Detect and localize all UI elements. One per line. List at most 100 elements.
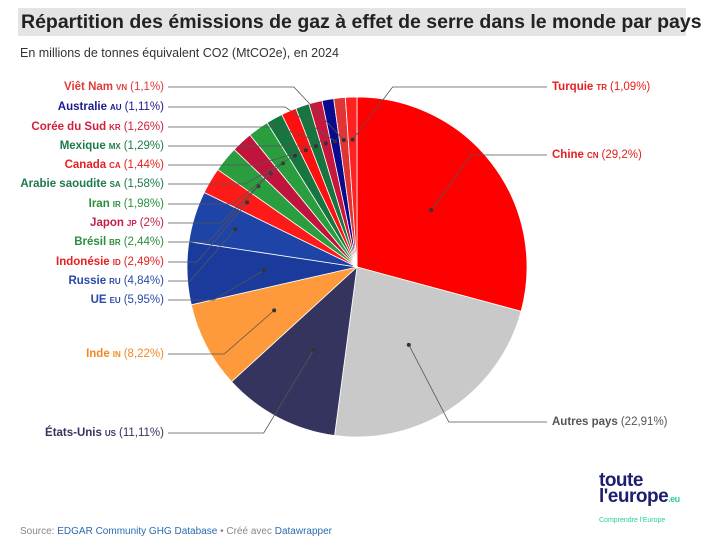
slice-label-value: (2,44%) bbox=[123, 236, 164, 248]
source-link[interactable]: EDGAR Community GHG Database bbox=[57, 526, 218, 537]
logo-suffix: .eu bbox=[668, 494, 680, 504]
logo-line2: l'europe bbox=[599, 486, 669, 507]
slice-label-name: Russie bbox=[68, 275, 107, 287]
slice-label-code: EU bbox=[109, 296, 121, 305]
slice-label: Russie RU (4,84%) bbox=[68, 274, 164, 289]
slice-label: Chine CN (29,2%) bbox=[552, 148, 642, 163]
slice-label-code: IN bbox=[112, 350, 121, 359]
leader-line bbox=[168, 270, 264, 301]
logo-tagline: Comprendre l'Europe bbox=[599, 517, 666, 524]
slice-label-value: (2%) bbox=[139, 217, 164, 229]
slice-label-value: (8,22%) bbox=[123, 348, 164, 360]
leader-dot bbox=[406, 342, 411, 347]
slice-label-code: JP bbox=[126, 219, 137, 228]
leader-dot bbox=[293, 153, 298, 158]
leader-line bbox=[168, 172, 271, 224]
slice-label-code: SA bbox=[109, 180, 121, 189]
leader-line bbox=[352, 86, 547, 140]
source-prefix: Source: bbox=[20, 526, 58, 537]
slice-label-code: CN bbox=[586, 151, 599, 160]
slice-label-code: AU bbox=[110, 103, 122, 112]
slice-label-name: Iran bbox=[88, 198, 110, 210]
leader-line bbox=[168, 149, 306, 166]
slice-label-code: CA bbox=[109, 161, 121, 170]
pie-slice-cn[interactable] bbox=[356, 96, 528, 312]
leader-line bbox=[168, 310, 275, 355]
slice-label-name: Turquie bbox=[552, 81, 594, 93]
slice-label-value: (1,58%) bbox=[123, 178, 164, 190]
slice-label: Australie AU (1,11%) bbox=[58, 100, 164, 115]
slice-label-name: Brésil bbox=[74, 236, 107, 248]
pie-slice-autres[interactable] bbox=[334, 266, 522, 438]
slice-label: Turquie TR (1,09%) bbox=[552, 80, 650, 95]
slice-label: UE EU (5,95%) bbox=[91, 293, 164, 308]
chart-subtitle: En millions de tonnes équivalent CO2 (Mt… bbox=[20, 46, 339, 60]
slice-label-value: (11,11%) bbox=[119, 427, 164, 439]
slice-label: Canada CA (1,44%) bbox=[65, 158, 164, 173]
slice-label: Corée du Sud KR (1,26%) bbox=[31, 120, 164, 135]
slice-label-code: RU bbox=[109, 277, 121, 286]
slice-label-name: Canada bbox=[64, 159, 107, 171]
leader-line bbox=[430, 154, 547, 211]
slice-label-value: (22,91%) bbox=[620, 416, 668, 428]
slice-label: Iran IR (1,98%) bbox=[89, 197, 164, 212]
leader-line bbox=[168, 185, 259, 243]
slice-label-value: (1,29%) bbox=[123, 140, 164, 152]
leader-dot bbox=[323, 141, 328, 146]
leader-line bbox=[168, 162, 284, 205]
slice-label-value: (1,98%) bbox=[123, 198, 164, 210]
leader-line bbox=[168, 106, 336, 142]
slice-label: États-Unis US (11,11%) bbox=[45, 426, 164, 441]
leader-line bbox=[408, 344, 547, 423]
chart-title: Répartition des émissions de gaz à effet… bbox=[18, 8, 702, 36]
slice-label-value: (2,49%) bbox=[123, 256, 164, 268]
datawrapper-link[interactable]: Datawrapper bbox=[274, 526, 332, 537]
slice-label-code: VN bbox=[116, 83, 128, 92]
slice-label: Inde IN (8,22%) bbox=[86, 347, 164, 362]
slice-label-code: ID bbox=[112, 258, 121, 267]
slice-label: Mexique MX (1,29%) bbox=[60, 139, 164, 154]
slice-label-value: (1,44%) bbox=[123, 159, 164, 171]
leader-line bbox=[168, 349, 315, 434]
slice-label-code: US bbox=[104, 429, 117, 438]
leader-line bbox=[168, 202, 248, 263]
slice-label-name: Inde bbox=[86, 348, 110, 360]
slice-label-code: BR bbox=[109, 238, 121, 247]
slice-label-name: Chine bbox=[552, 149, 584, 161]
toute-leurope-logo: toute l'europe.eu Comprendre l'Europe bbox=[599, 470, 680, 529]
slice-label-name: Mexique bbox=[59, 140, 106, 152]
slice-label-name: Arabie saoudite bbox=[20, 178, 107, 190]
leader-dot bbox=[256, 184, 261, 189]
leader-line bbox=[168, 155, 296, 185]
slice-label-name: Japon bbox=[90, 217, 124, 229]
slice-label: Autres pays (22,91%) bbox=[552, 415, 668, 429]
logo-line1: toute bbox=[599, 470, 643, 491]
slice-label-value: (5,95%) bbox=[123, 294, 164, 306]
leader-dot bbox=[311, 347, 316, 352]
slice-label-name: Viêt Nam bbox=[63, 81, 113, 93]
leader-dot bbox=[429, 208, 434, 213]
leader-dot bbox=[333, 139, 338, 144]
slice-label-code: TR bbox=[596, 83, 607, 92]
slice-label-value: (1,11%) bbox=[124, 101, 164, 113]
pie-slice-us[interactable] bbox=[230, 265, 358, 436]
leader-line bbox=[168, 126, 326, 144]
slice-label-name: UE bbox=[90, 294, 107, 306]
leader-dot bbox=[350, 137, 355, 142]
slice-label-code: IR bbox=[112, 200, 121, 209]
slice-label: Indonésie ID (2,49%) bbox=[56, 255, 164, 270]
leader-dot bbox=[261, 268, 266, 273]
slice-label: Viêt Nam VN (1,1%) bbox=[64, 80, 164, 95]
slice-label-value: (1,26%) bbox=[123, 121, 164, 133]
leader-dot bbox=[272, 308, 277, 313]
slice-label-value: (4,84%) bbox=[123, 275, 164, 287]
leader-dot bbox=[341, 138, 346, 143]
leader-dot bbox=[233, 227, 238, 232]
slice-label-code: KR bbox=[109, 123, 121, 132]
slice-label-value: (1,09%) bbox=[609, 81, 651, 93]
slice-label-name: Australie bbox=[57, 101, 108, 113]
leader-line bbox=[168, 228, 236, 282]
slice-label: Japon JP (2%) bbox=[90, 216, 164, 231]
slice-label-name: Autres pays bbox=[552, 416, 618, 428]
